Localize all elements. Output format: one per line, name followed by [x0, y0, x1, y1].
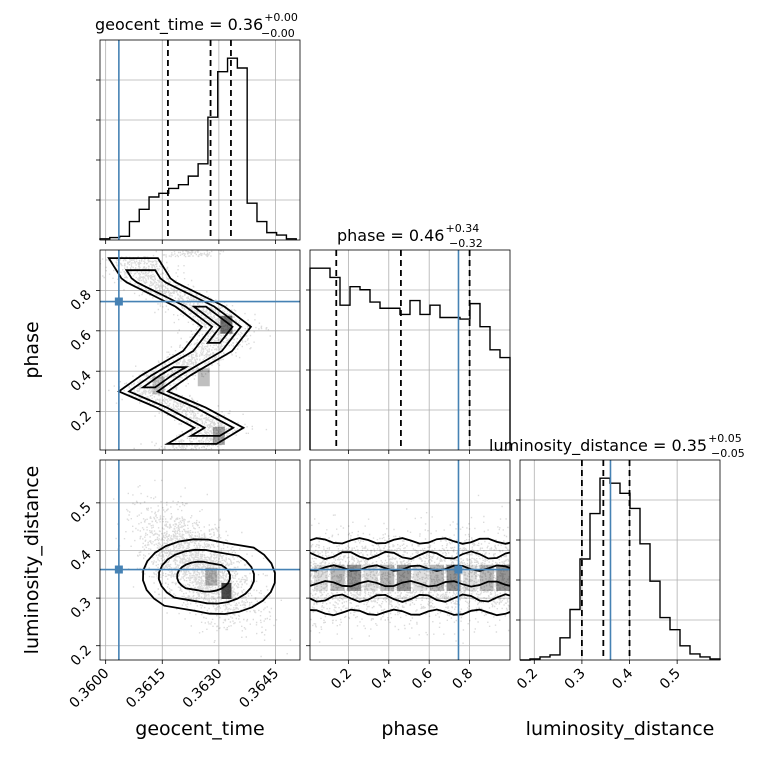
density-block [197, 368, 210, 387]
y-tick-label: 0.6 [68, 327, 95, 354]
y-tick-label: 0.2 [68, 408, 95, 435]
panel-luminosity-distance-vs-geocent-time [100, 460, 300, 660]
title-geocent-time-sub: −0.00 [261, 27, 295, 40]
truth-marker [114, 565, 123, 574]
x-tick-label: 0.8 [449, 666, 476, 693]
density-block [496, 564, 510, 591]
sample-points [113, 479, 292, 658]
title-luminosity-distance: luminosity_distance = 0.35+0.05 [489, 432, 742, 456]
title-luminosity-distance-sub: −0.05 [711, 447, 745, 460]
panel-geocent-time-hist [96, 40, 300, 240]
panel-frame [309, 459, 511, 661]
panel-frame [99, 249, 301, 451]
contour-line [310, 593, 510, 603]
panel-frame [99, 39, 301, 241]
density-block [221, 582, 232, 599]
panel-frame [519, 459, 721, 661]
density-block [463, 564, 478, 591]
contour-line [310, 608, 510, 617]
density-block [205, 567, 218, 586]
x-tick-label: 0.2 [514, 666, 541, 693]
truth-marker [454, 565, 463, 574]
title-phase: phase = 0.46+0.34 [337, 222, 479, 245]
y-tick-label: 0.4 [68, 547, 95, 574]
histogram-step [309, 267, 511, 450]
x-tick-label: 0.2 [328, 666, 355, 693]
histogram-step [520, 477, 721, 661]
contour-line [310, 580, 510, 588]
contour-inner [176, 560, 231, 593]
x-tick-label: 0.5 [657, 666, 684, 693]
contour-line [310, 550, 510, 560]
density-block [430, 564, 444, 591]
y-tick-label: 0.2 [68, 642, 95, 669]
truth-marker [114, 297, 123, 306]
panel-luminosity-distance-vs-phase [310, 460, 510, 660]
x-tick-label: 0.4 [609, 665, 636, 692]
x-tick-label: 0.3615 [123, 666, 169, 712]
density-block [413, 564, 428, 591]
contour-line [310, 537, 510, 545]
x-tick-label: 0.6 [409, 665, 436, 692]
contour-line [310, 564, 510, 572]
ylabel-phase: phase [21, 321, 43, 378]
contour-middle [157, 548, 255, 605]
y-tick-label: 0.4 [68, 368, 95, 395]
xlabel-geocent-time: geocent_time [135, 718, 264, 740]
ylabel-luminosity-distance: luminosity_distance [21, 466, 43, 655]
panel-phase-hist [306, 250, 511, 450]
x-tick-label: 0.3 [562, 666, 589, 693]
xlabel-luminosity-distance: luminosity_distance [526, 718, 715, 740]
xlabel-phase: phase [381, 718, 438, 740]
x-tick-label: 0.3645 [236, 666, 282, 712]
contour-outer [107, 257, 253, 445]
x-tick-label: 0.3600 [67, 666, 113, 712]
x-tick-label: 0.4 [369, 665, 396, 692]
histogram-step [99, 57, 297, 240]
y-tick-label: 0.5 [68, 499, 95, 526]
contour-outer [142, 538, 276, 615]
sample-points [100, 250, 271, 450]
density-block [380, 564, 395, 591]
title-phase-sub: −0.32 [449, 237, 483, 250]
title-geocent-time: geocent_time = 0.36+0.00 [95, 11, 298, 35]
density-block [363, 564, 378, 591]
panel-phase-vs-geocent-time [100, 250, 300, 450]
density-block [330, 564, 345, 591]
contour-inner [191, 305, 234, 344]
contour-middle [124, 269, 243, 437]
x-tick-label: 0.3630 [180, 666, 226, 712]
contour-inner [140, 366, 190, 389]
y-tick-label: 0.8 [68, 287, 95, 314]
panel-luminosity-distance-hist [516, 460, 721, 661]
density-block [396, 564, 411, 591]
panel-frame [309, 249, 511, 451]
y-tick-label: 0.3 [68, 595, 95, 622]
panel-frame [99, 459, 301, 661]
